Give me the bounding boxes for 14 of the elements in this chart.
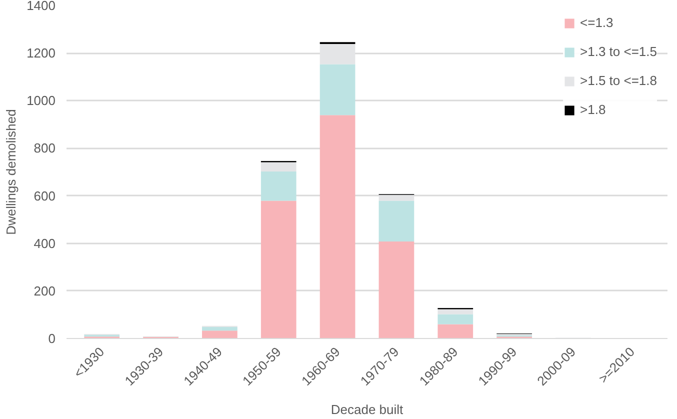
y-tick-label: 200 — [34, 283, 56, 298]
legend-label: >1.5 to <=1.8 — [580, 73, 657, 88]
y-axis-title: Dwellings demolished — [4, 109, 19, 235]
y-tick-label: 1000 — [26, 93, 56, 108]
y-tick-label: 400 — [34, 236, 56, 251]
y-tick-label: 800 — [34, 140, 56, 156]
legend-label: <=1.3 — [580, 15, 614, 30]
y-tick-label: 0 — [48, 331, 56, 346]
x-axis-title: Decade built — [330, 402, 404, 417]
y-tick-label: 1200 — [26, 46, 56, 61]
y-tick-label: 1400 — [26, 0, 56, 13]
legend-label: >1.3 to <=1.5 — [580, 44, 657, 59]
y-tick-label: 600 — [34, 188, 56, 204]
legend-label: >1.8 — [580, 102, 606, 117]
